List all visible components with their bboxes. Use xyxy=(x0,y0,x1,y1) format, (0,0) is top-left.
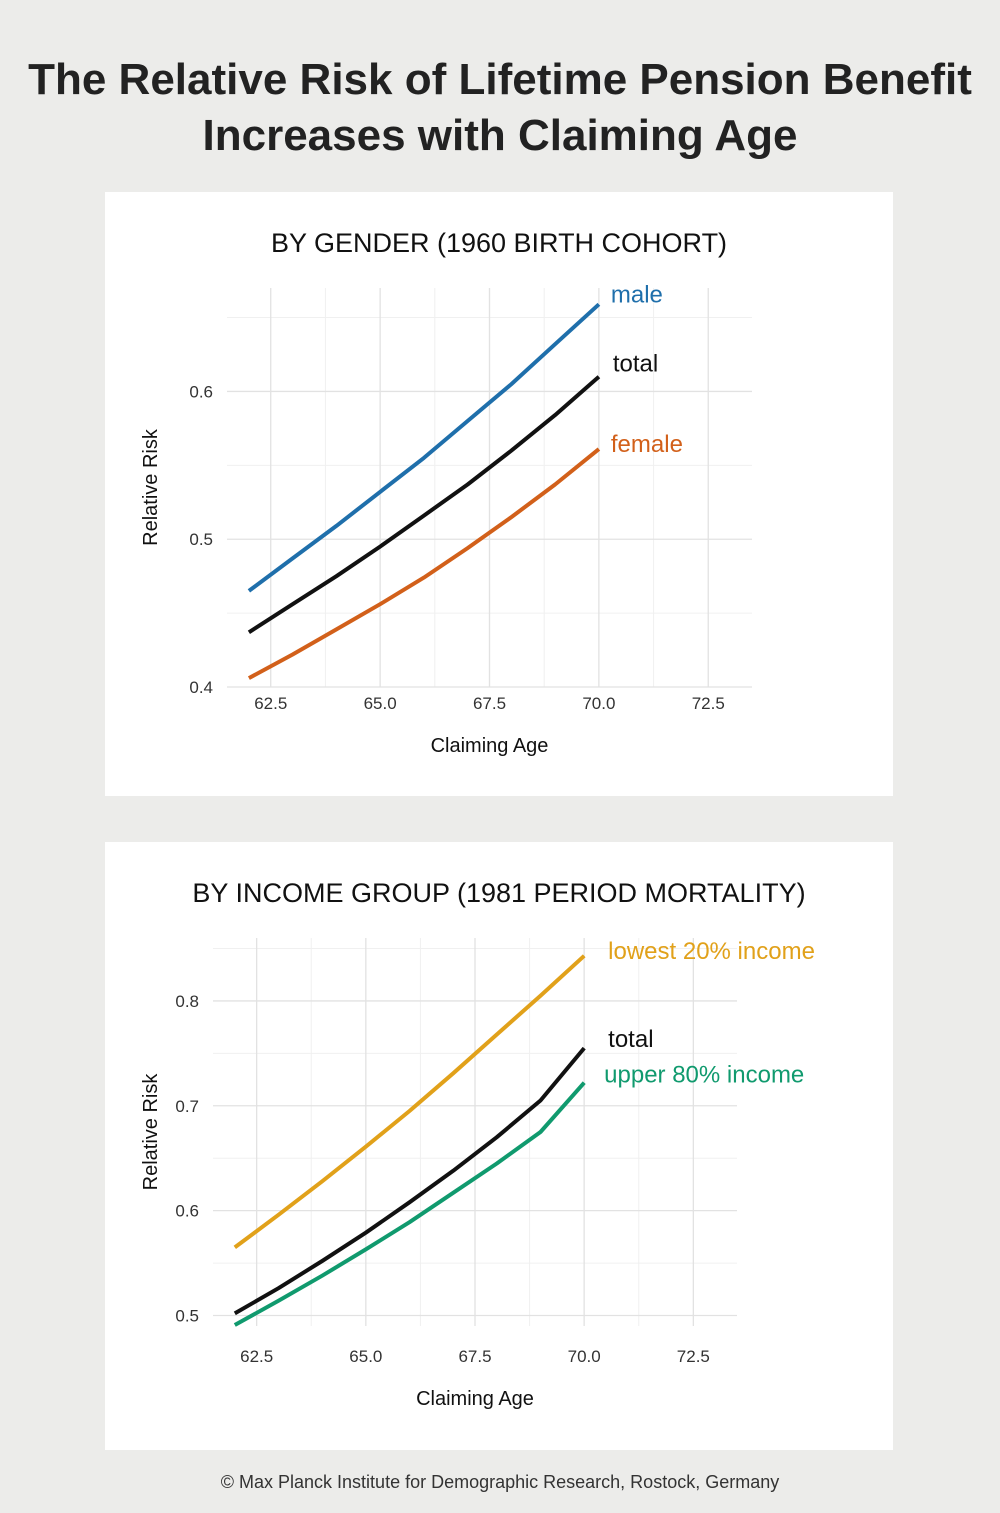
copyright-footer: © Max Planck Institute for Demographic R… xyxy=(220,1472,780,1492)
series-line-total xyxy=(233,1046,586,1316)
y-tick-label: 0.6 xyxy=(175,1202,199,1221)
x-axis-label: Claiming Age xyxy=(416,1388,534,1410)
series-label-male: male xyxy=(611,281,663,308)
y-axis-label: Relative Risk xyxy=(140,1073,162,1191)
y-tick-label: 0.4 xyxy=(189,678,213,697)
x-tick-label: 72.5 xyxy=(692,694,725,713)
series-label-lowest-20-income: lowest 20% income xyxy=(608,938,815,965)
x-tick-label: 67.5 xyxy=(458,1347,491,1366)
x-tick-label: 70.0 xyxy=(582,694,615,713)
chart-title: BY INCOME GROUP (1981 PERIOD MORTALITY) xyxy=(192,878,805,908)
series-label-female: female xyxy=(611,431,683,458)
y-axis-label: Relative Risk xyxy=(140,428,162,546)
x-tick-label: 70.0 xyxy=(568,1347,601,1366)
x-tick-label: 72.5 xyxy=(677,1347,710,1366)
x-tick-label: 62.5 xyxy=(240,1347,273,1366)
x-tick-label: 65.0 xyxy=(364,694,397,713)
x-axis-label: Claiming Age xyxy=(431,735,549,757)
series-label-total: total xyxy=(608,1026,653,1053)
page-title: The Relative Risk of Lifetime Pension Be… xyxy=(0,52,1000,164)
series-line-female xyxy=(247,447,601,680)
y-tick-label: 0.7 xyxy=(175,1097,199,1116)
series-line-lowest-20-income xyxy=(233,954,586,1250)
page-title-line1: The Relative Risk of Lifetime Pension Be… xyxy=(28,55,972,104)
x-tick-label: 65.0 xyxy=(349,1347,382,1366)
gender-chart: BY GENDER (1960 BIRTH COHORT) 62.5 65.0 67.… xyxy=(140,228,752,757)
series-line-total xyxy=(247,375,601,634)
x-tick-label: 62.5 xyxy=(254,694,287,713)
y-tick-label: 0.8 xyxy=(175,992,199,1011)
y-tick-label: 0.5 xyxy=(189,530,213,549)
page-title-line2: Increases with Claiming Age xyxy=(202,111,798,160)
x-tick-label: 67.5 xyxy=(473,694,506,713)
income-chart: BY INCOME GROUP (1981 PERIOD MORTALITY) 6… xyxy=(140,878,815,1410)
series-line-upper-80-income xyxy=(233,1081,586,1327)
series-label-upper-80-income: upper 80% income xyxy=(604,1062,804,1089)
y-tick-label: 0.6 xyxy=(189,382,213,401)
y-tick-label: 0.5 xyxy=(175,1307,199,1326)
series-line-male xyxy=(247,302,601,593)
series-label-total: total xyxy=(613,351,658,378)
gender-chart-panel: BY GENDER (1960 BIRTH COHORT) 62.5 65.0 67.… xyxy=(105,192,893,796)
income-chart-panel: BY INCOME GROUP (1981 PERIOD MORTALITY) 6… xyxy=(105,842,893,1450)
chart-title: BY GENDER (1960 BIRTH COHORT) xyxy=(271,228,727,258)
